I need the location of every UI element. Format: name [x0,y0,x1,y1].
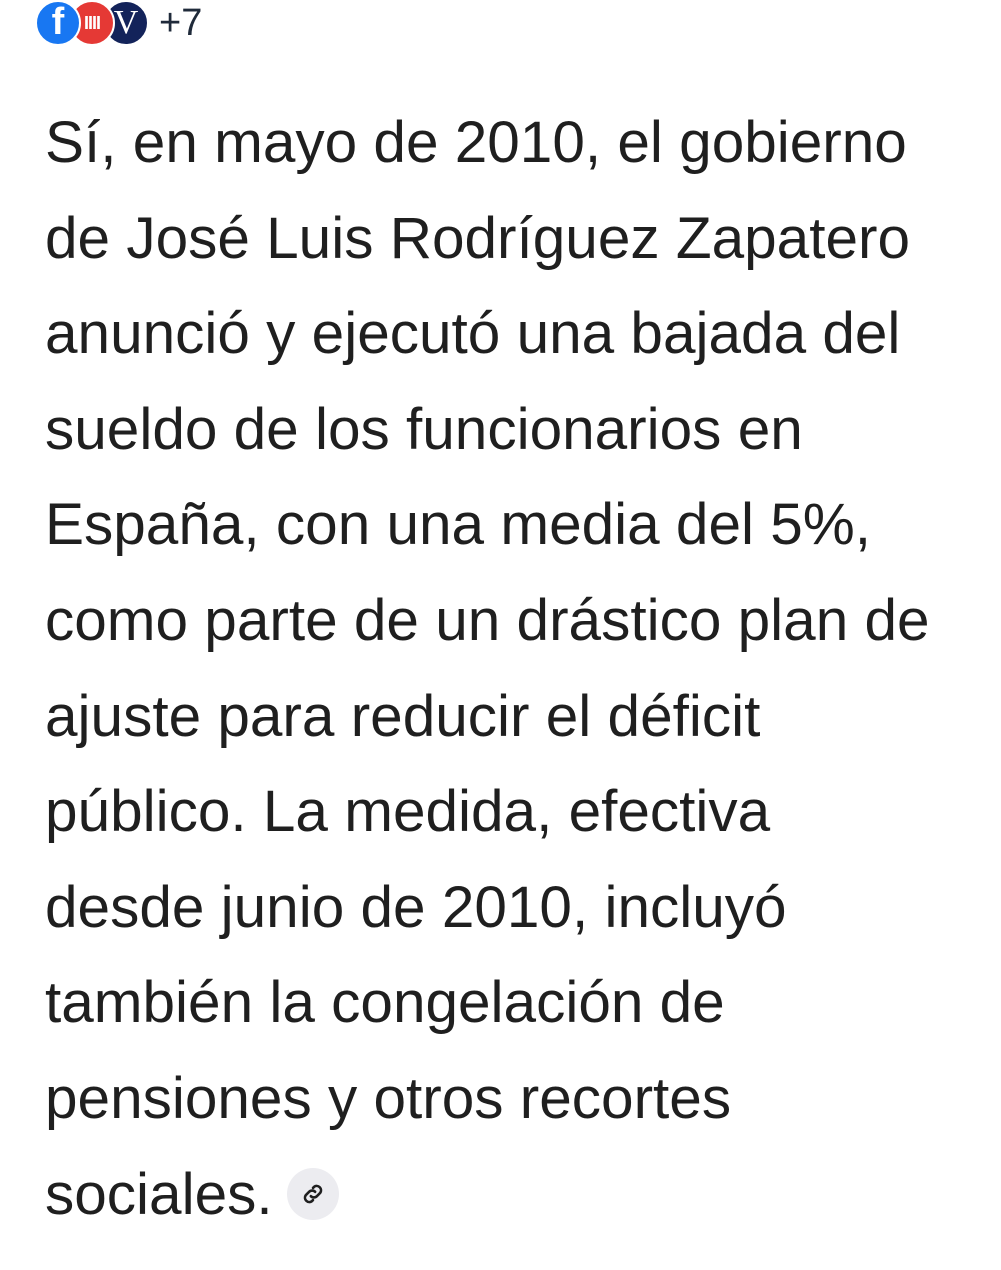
source-link-button[interactable] [286,1168,339,1221]
more-sources-count[interactable]: +7 [159,1,203,44]
answer-line: sueldo de los funcionarios en [45,396,803,462]
answer-last-line: sociales. [45,1147,930,1243]
answer-line: sociales. [45,1161,273,1227]
answer-line: España, con una media del 5%, [45,492,872,558]
answer-line: desde junio de 2010, incluyó [45,874,787,940]
link-icon [303,1184,322,1204]
facebook-icon: f [35,0,81,46]
answer-line: también la congelación de [45,970,725,1036]
answer-line: pensiones y otros recortes [45,1065,732,1131]
answer-line: Sí, en mayo de 2010, el gobierno [45,110,907,175]
answer-line: de José Luis Rodríguez Zapatero [45,205,911,271]
source-avatars[interactable]: f IIII V +7 [35,0,202,48]
answer-line: público. La medida, efectiva [45,779,771,845]
answer-line: anunció y ejecutó una bajada del [45,301,901,367]
answer-text: Sí, en mayo de 2010, el gobierno de José… [45,95,930,1242]
answer-line: como parte de un drástico plan de [45,587,930,653]
answer-line: ajuste para reducir el déficit [45,683,761,749]
